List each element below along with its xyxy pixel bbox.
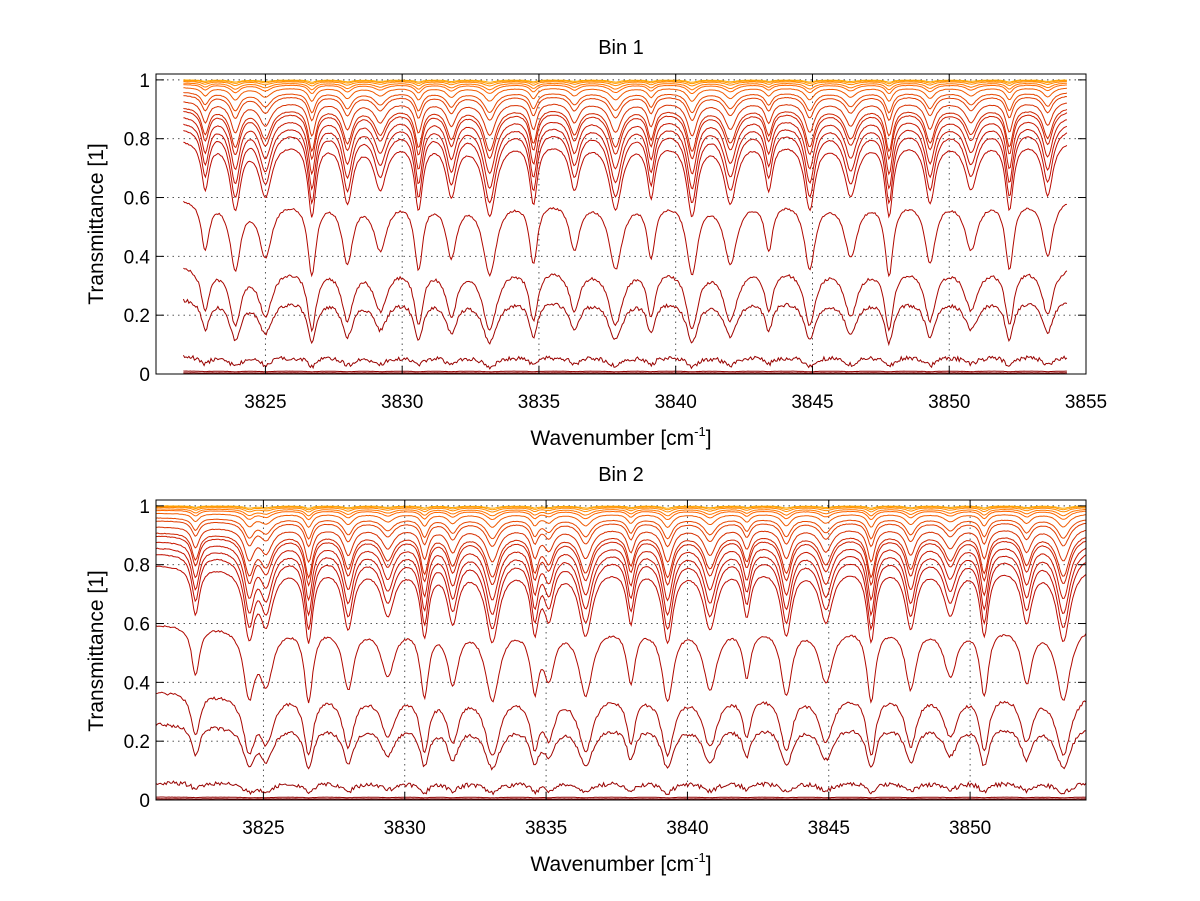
spectrum-series — [183, 370, 1067, 373]
x-axis-label-suffix: ] — [706, 853, 712, 876]
y-tick-label: 0.6 — [124, 189, 150, 210]
x-axis-label-main: Wavenumber [cm — [530, 853, 694, 876]
axes-box — [155, 499, 1087, 801]
spectrum-series — [155, 512, 1087, 529]
spectrum-series — [156, 796, 1087, 799]
y-axis-label: Transmittance [1] — [85, 143, 108, 304]
spectrum-series — [155, 541, 1087, 602]
spectrum-series — [155, 532, 1087, 580]
x-tick-label: 3850 — [928, 392, 970, 413]
x-tick-label: 3845 — [791, 392, 833, 413]
spectrum-series — [183, 95, 1067, 122]
spectrum-series — [183, 87, 1067, 103]
y-tick-label: 0.2 — [124, 306, 150, 327]
y-tick-label: 0.4 — [124, 247, 151, 268]
spectrum-series — [183, 79, 1067, 83]
spectrum-series — [156, 535, 1087, 588]
spectrum-series — [183, 92, 1068, 114]
x-tick-label: 3845 — [808, 818, 850, 839]
axis-ticks: 3825 3830 3835 3840 3845 3850 3855 0 0.2 0.4 0.6 0.… — [124, 71, 1108, 413]
chart-title: Bin 1 — [598, 37, 644, 59]
spectrum-series — [155, 798, 1087, 800]
x-axis-label-superscript: -1 — [694, 424, 706, 439]
spectrum-series — [155, 517, 1087, 540]
spectrum-series — [156, 509, 1086, 521]
spectrum-series — [182, 354, 1068, 370]
y-tick-label: 0.4 — [124, 673, 151, 694]
y-tick-label: 0 — [139, 791, 150, 812]
y-tick-label: 1 — [139, 71, 150, 92]
x-axis-label-main: Wavenumber [cm — [530, 427, 694, 450]
spectrum-series — [183, 101, 1067, 138]
y-tick-label: 0 — [139, 365, 150, 386]
x-tick-label: 3835 — [525, 818, 567, 839]
spectrum-series — [156, 505, 1087, 511]
spectrum-series — [183, 82, 1067, 91]
spectrum-series — [183, 267, 1068, 333]
x-tick-label: 3840 — [655, 392, 697, 413]
y-tick-label: 0.8 — [124, 130, 150, 151]
spectrum-series — [155, 565, 1087, 645]
spectrum-series — [155, 505, 1087, 509]
spectrum-series — [182, 298, 1068, 347]
axis-ticks: 3825 3830 3835 3840 3845 3850 0 0.2 0.4 0.6 0.8 1 — [124, 497, 1086, 839]
spectrum-series — [155, 625, 1087, 704]
spectrum-series — [155, 547, 1087, 617]
spectrum-series — [183, 117, 1067, 176]
spectrum-series — [156, 506, 1087, 513]
spectrum-series — [183, 200, 1067, 278]
chart-bin-1: Bin 1 3825 3830 3835 3840 3845 3850 3855 0 0.2 0.… — [85, 37, 1107, 450]
x-tick-label: 3840 — [666, 818, 708, 839]
spectrum-series — [183, 110, 1068, 161]
spectrum-series — [183, 107, 1068, 153]
x-axis-label: Wavenumber [cm-1] — [530, 424, 711, 450]
x-tick-label: 3825 — [242, 818, 284, 839]
spectrum-series — [155, 520, 1086, 548]
x-tick-label: 3825 — [244, 392, 286, 413]
y-tick-label: 1 — [139, 497, 150, 518]
chart-bin-2: Bin 2 3825 3830 3835 3840 3845 3850 0 0.2 0.4 0.6… — [85, 464, 1087, 876]
spectrum-series — [155, 691, 1087, 758]
x-tick-label: 3850 — [949, 818, 991, 839]
spectrum-series — [155, 780, 1087, 796]
y-tick-label: 0.6 — [124, 615, 150, 636]
spectrum-series — [155, 722, 1087, 771]
spectrum-series — [155, 554, 1087, 631]
spectrum-series — [155, 508, 1087, 517]
spectrum-series — [183, 80, 1067, 85]
x-axis-label-suffix: ] — [706, 427, 712, 450]
x-axis-label-superscript: -1 — [694, 850, 706, 865]
spectrum-series — [183, 123, 1068, 191]
x-tick-label: 3855 — [1065, 392, 1107, 413]
x-axis-label: Wavenumber [cm-1] — [530, 850, 711, 876]
spectrum-series — [155, 526, 1087, 564]
y-tick-label: 0.8 — [124, 556, 150, 577]
spectra-series — [155, 505, 1087, 801]
y-axis-label: Transmittance [1] — [85, 570, 108, 731]
chart-title: Bin 2 — [598, 464, 644, 486]
spectrum-series — [183, 141, 1068, 219]
spectrum-series — [183, 81, 1067, 87]
axes-box — [155, 73, 1087, 375]
x-tick-label: 3830 — [384, 818, 426, 839]
spectrum-series — [183, 84, 1067, 95]
x-tick-label: 3830 — [381, 392, 423, 413]
y-tick-label: 0.2 — [124, 732, 150, 753]
x-tick-label: 3835 — [518, 392, 560, 413]
spectrum-series — [183, 130, 1068, 206]
